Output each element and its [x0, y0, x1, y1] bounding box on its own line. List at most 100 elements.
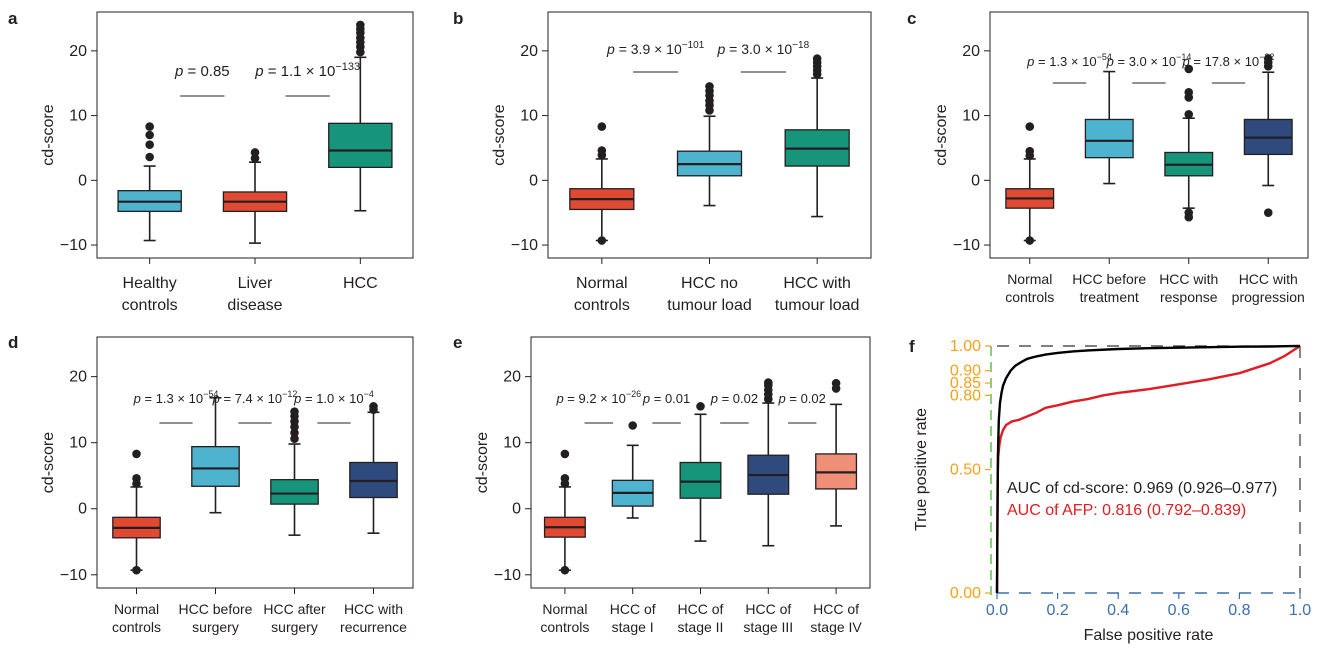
x-category-label: Liver: [238, 275, 273, 292]
x-tick-label: 0.6: [1168, 602, 1190, 619]
box-body: [328, 122, 393, 169]
y-axis-label: cd-score: [40, 104, 57, 165]
outlier-point: [132, 449, 141, 459]
x-axis-label: False positive rate: [1084, 627, 1214, 644]
x-category-label: controls: [112, 619, 161, 635]
y-tick-label: 10: [520, 108, 538, 125]
outlier-point: [1263, 54, 1273, 63]
p-value-label: p = 1.0 × 10−4: [293, 389, 374, 406]
p-value-annotation: p = 0.02: [710, 391, 758, 424]
outlier-point: [290, 434, 299, 444]
y-tick-label: −10: [511, 237, 538, 254]
outlier-point: [1025, 146, 1035, 156]
box-5: [815, 378, 858, 527]
panel-b: b −10 0 10 20 cd-score Normal controls HCC no tum…: [453, 9, 872, 314]
y-tick-label: 0.90: [950, 363, 981, 380]
outlier-point: [597, 146, 607, 155]
p-value-annotation: p = 1.3 × 10−54: [133, 389, 218, 424]
p-value-label: p = 0.01: [642, 391, 690, 406]
x-category-label: Normal: [576, 275, 628, 292]
outlier-point: [145, 130, 154, 140]
p-value-annotation: p = 0.85: [174, 63, 230, 97]
p-value-annotation: p = 3.0 × 10−14: [1106, 52, 1191, 84]
y-axis-label: cd-score: [933, 104, 950, 165]
outlier-point: [1184, 212, 1194, 222]
outlier-point: [560, 565, 570, 575]
x-category-label: stage I: [612, 619, 654, 635]
box-1: [1005, 122, 1055, 245]
p-value-label: p = 0.02: [710, 391, 758, 406]
x-tick-label: 0.0: [986, 602, 1008, 619]
panel-e: e −10 0 10 20 cd-score Normal controls HCC of sta…: [453, 333, 871, 635]
x-tick-label: 1.0: [1289, 602, 1311, 619]
p-value-annotation: p = 1.0 × 10−4: [293, 389, 374, 424]
outlier-point: [1025, 122, 1035, 131]
roc-curve-afp: [995, 344, 1301, 594]
box-body: [1084, 118, 1134, 159]
x-category-label: HCC before: [1072, 271, 1146, 287]
outlier-point: [705, 82, 714, 91]
y-tick-label: −10: [60, 567, 87, 584]
y-tick-label: 0: [78, 501, 87, 518]
x-category-label: HCC before: [179, 601, 253, 617]
box-body: [270, 479, 319, 505]
p-value-label: p = 0.85: [174, 63, 230, 80]
p-value-label: p = 1.1 × 10−133: [254, 61, 360, 80]
x-category-label: Normal: [542, 601, 587, 617]
box-3: [784, 54, 850, 218]
box-2: [191, 396, 240, 514]
x-tick-label: 0.2: [1046, 602, 1068, 619]
outlier-point: [145, 140, 154, 150]
roc-curve-cd-score: [995, 344, 1301, 594]
outlier-point: [1025, 236, 1035, 245]
panel-label: c: [907, 9, 916, 28]
p-value-label: p = 17.8 × 10−32: [1182, 52, 1275, 69]
y-tick-label: 10: [69, 108, 87, 125]
outlier-point: [831, 378, 841, 388]
x-category-label: controls: [540, 619, 589, 635]
y-tick-label: 0.80: [950, 387, 981, 404]
box-1: [569, 122, 635, 245]
outlier-point: [1184, 64, 1194, 74]
outlier-point: [628, 421, 637, 430]
y-tick-label: 0.00: [950, 585, 981, 602]
panel-label: b: [453, 9, 463, 28]
x-category-label: surgery: [271, 619, 318, 635]
x-category-label: HCC with: [344, 601, 403, 617]
box-1: [543, 449, 586, 575]
y-tick-label: 10: [962, 108, 980, 125]
y-axis-label: cd-score: [474, 432, 491, 493]
box-2: [222, 148, 288, 244]
p-value-annotation: p = 17.8 × 10−32: [1182, 52, 1275, 84]
p-value-label: p = 3.0 × 10−18: [716, 40, 809, 57]
x-category-label: Healthy: [123, 275, 177, 292]
x-category-label: disease: [227, 297, 282, 314]
box-body: [191, 445, 240, 487]
p-value-label: p = 9.2 × 10−26: [555, 389, 641, 406]
x-category-label: Normal: [114, 601, 159, 617]
box-2: [676, 82, 743, 207]
x-category-label: stage II: [678, 619, 724, 635]
y-tick-label: 20: [503, 369, 521, 386]
y-tick-label: 0.50: [950, 462, 981, 479]
y-tick-label: 10: [69, 435, 87, 452]
box-1: [112, 449, 161, 575]
p-value-annotation: p = 9.2 × 10−26: [555, 389, 641, 424]
x-category-label: controls: [1005, 289, 1054, 305]
y-tick-label: 10: [503, 435, 521, 452]
outlier-point: [250, 148, 260, 157]
x-category-label: stage III: [743, 619, 793, 635]
outlier-point: [290, 407, 299, 416]
outlier-point: [132, 565, 141, 575]
p-value-label: p = 7.4 × 10−12: [212, 389, 298, 406]
p-value-annotation: p = 0.01: [642, 391, 690, 424]
y-tick-label: 20: [69, 369, 87, 386]
outlier-point: [1184, 87, 1194, 97]
panel-d: d −10 0 10 20 cd-score Normal controls HCC befor…: [8, 333, 414, 635]
x-category-label: progression: [1232, 289, 1305, 305]
outlier-point: [560, 474, 570, 483]
box-3: [328, 20, 393, 212]
outlier-point: [145, 152, 154, 162]
p-value-annotation: p = 1.1 × 10−133: [254, 61, 360, 97]
